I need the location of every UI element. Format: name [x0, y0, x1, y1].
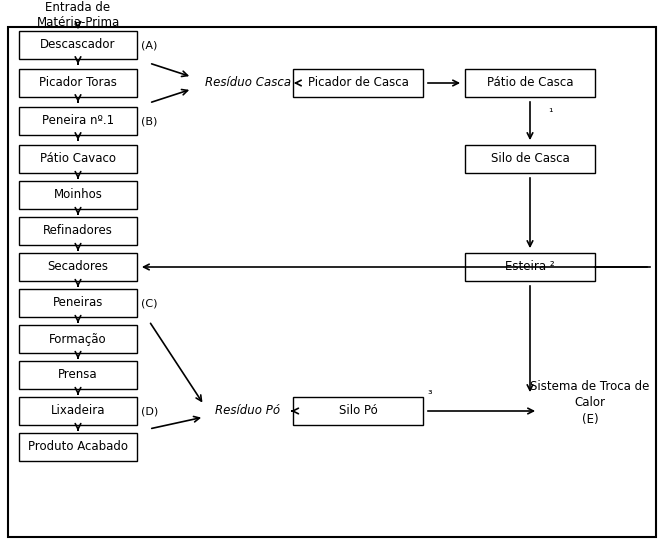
Bar [19, 107, 137, 135]
Bar [19, 253, 137, 281]
Bar [19, 31, 137, 59]
Text: (A): (A) [141, 40, 157, 50]
Bar [19, 289, 137, 317]
Text: Lixadeira: Lixadeira [50, 404, 106, 417]
Bar [19, 361, 137, 389]
Bar [19, 217, 137, 245]
Bar [19, 145, 137, 173]
Text: Resíduo Pó: Resíduo Pó [215, 404, 281, 417]
Text: Resíduo Casca: Resíduo Casca [205, 76, 291, 89]
Text: Picador de Casca: Picador de Casca [307, 76, 408, 89]
Text: Peneira nº.1: Peneira nº.1 [42, 114, 114, 128]
Text: Formação: Formação [49, 332, 107, 346]
Text: (D): (D) [141, 406, 158, 416]
Bar [19, 433, 137, 461]
Text: ³: ³ [427, 390, 432, 400]
Text: (B): (B) [141, 116, 157, 126]
Text: Secadores: Secadores [48, 261, 108, 274]
Text: Silo Pó: Silo Pó [339, 404, 377, 417]
Text: Sistema de Troca de
Calor
(E): Sistema de Troca de Calor (E) [531, 379, 649, 427]
Text: Pátio de Casca: Pátio de Casca [487, 76, 573, 89]
Text: Produto Acabado: Produto Acabado [28, 440, 128, 453]
Bar [293, 397, 423, 425]
Bar [465, 253, 595, 281]
Text: Picador Toras: Picador Toras [39, 76, 117, 89]
Bar [19, 325, 137, 353]
Text: Esteira ²: Esteira ² [505, 261, 555, 274]
Text: Entrada de
Matéria-Prima: Entrada de Matéria-Prima [37, 1, 120, 29]
Text: Prensa: Prensa [58, 368, 98, 381]
Text: Silo de Casca: Silo de Casca [491, 153, 569, 166]
Bar [19, 69, 137, 97]
Text: ¹: ¹ [548, 108, 552, 118]
Text: Pátio Cavaco: Pátio Cavaco [40, 153, 116, 166]
Text: Descascador: Descascador [41, 39, 116, 51]
Bar [19, 181, 137, 209]
Bar [465, 145, 595, 173]
Text: Peneiras: Peneiras [53, 296, 103, 310]
Bar [465, 69, 595, 97]
Bar [19, 397, 137, 425]
Text: Moinhos: Moinhos [54, 189, 102, 202]
Bar [293, 69, 423, 97]
Text: (C): (C) [141, 298, 157, 308]
Text: Refinadores: Refinadores [43, 225, 113, 238]
